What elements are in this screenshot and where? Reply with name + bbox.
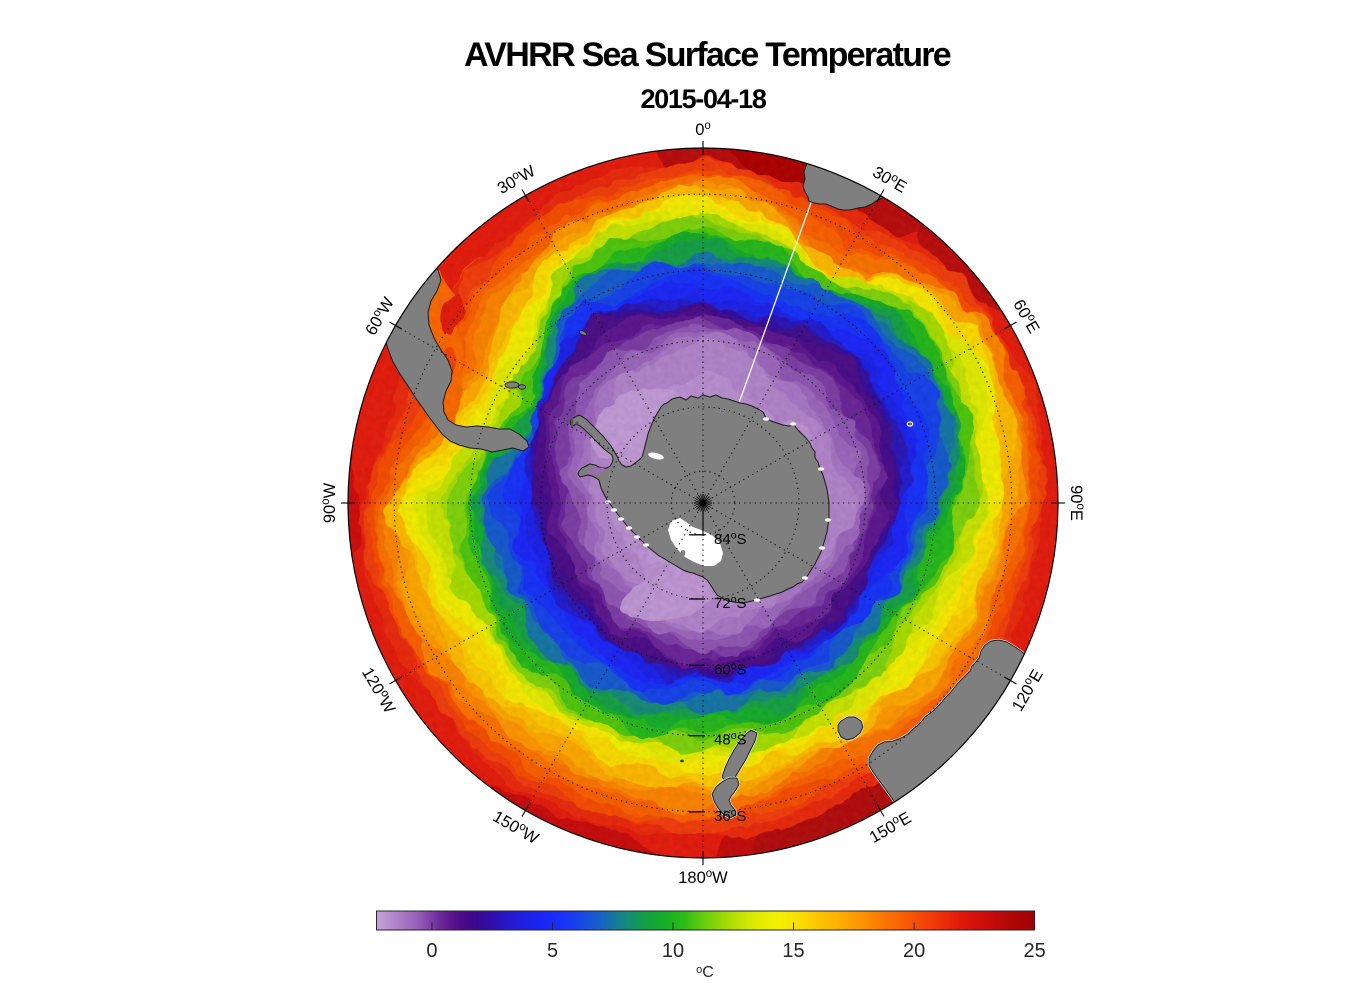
svg-text:2015-04-18: 2015-04-18: [640, 84, 766, 114]
svg-text:84oS: 84oS: [714, 529, 747, 548]
svg-text:72oS: 72oS: [714, 594, 747, 613]
svg-text:60oS: 60oS: [714, 660, 747, 679]
svg-text:10: 10: [662, 940, 684, 962]
svg-text:AVHRR Sea Surface Temperature: AVHRR Sea Surface Temperature: [464, 36, 951, 74]
svg-text:36oS: 36oS: [714, 806, 747, 825]
svg-text:5: 5: [547, 940, 558, 962]
svg-text:15: 15: [782, 940, 804, 962]
svg-text:48oS: 48oS: [714, 730, 747, 749]
svg-text:90oW: 90oW: [320, 482, 339, 523]
svg-text:oC: oC: [696, 964, 714, 981]
svg-text:90oE: 90oE: [1067, 485, 1086, 521]
svg-text:20: 20: [903, 940, 925, 962]
svg-text:0: 0: [426, 940, 437, 962]
svg-text:180oW: 180oW: [678, 868, 728, 887]
svg-text:25: 25: [1023, 940, 1045, 962]
